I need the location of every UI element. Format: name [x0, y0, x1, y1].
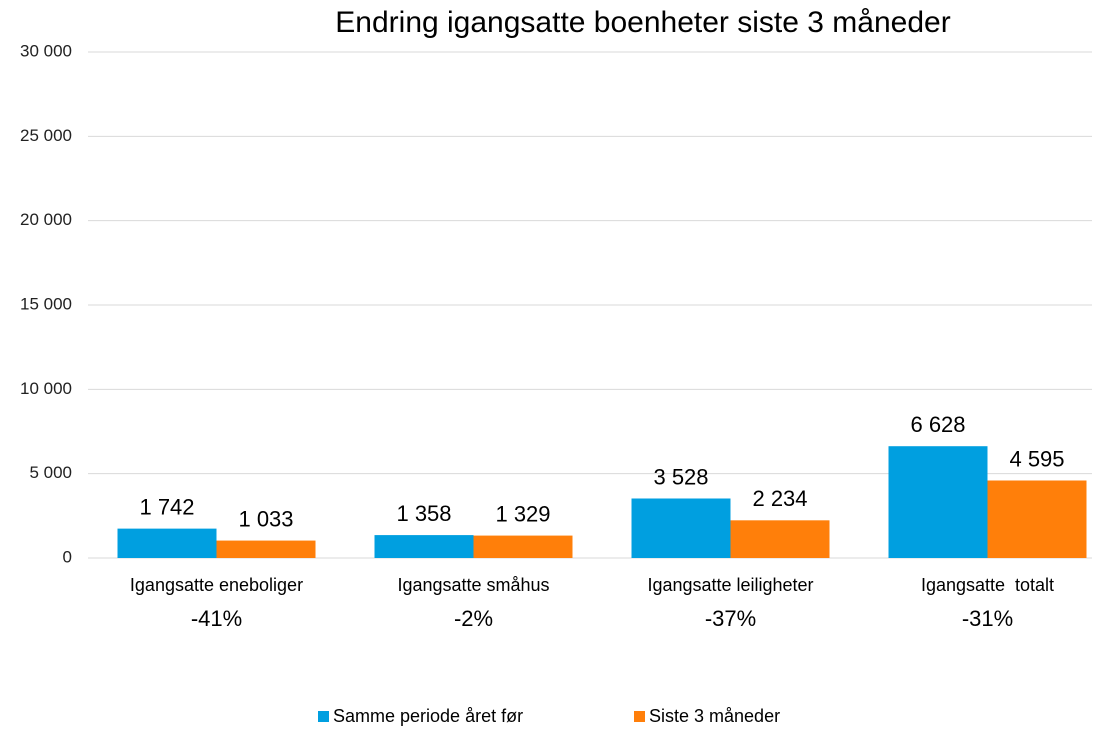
y-tick-label: 30 000 — [20, 41, 72, 60]
legend-label: Samme periode året før — [333, 706, 523, 726]
y-tick-label: 25 000 — [20, 126, 72, 145]
bar — [987, 480, 1087, 558]
y-tick-label: 5 000 — [29, 463, 72, 482]
data-label: 4 595 — [1009, 446, 1064, 471]
legend-swatch — [318, 711, 329, 722]
legend-label: Siste 3 måneder — [649, 706, 780, 726]
bar — [117, 528, 217, 558]
bar — [473, 535, 573, 558]
bar — [730, 520, 830, 558]
data-label: 1 329 — [495, 501, 550, 526]
bar — [374, 535, 474, 558]
data-label: 3 528 — [653, 464, 708, 489]
x-tick-label: Igangsatte leiligheter — [647, 575, 813, 595]
data-label: 2 234 — [752, 486, 807, 511]
y-tick-label: 20 000 — [20, 210, 72, 229]
data-label: 1 358 — [396, 501, 451, 526]
annotation: -37% — [705, 606, 756, 631]
bar — [888, 446, 988, 558]
y-tick-label: 15 000 — [20, 294, 72, 313]
x-tick-label: Igangsatte småhus — [397, 575, 549, 595]
y-tick-label: 10 000 — [20, 379, 72, 398]
y-tick-label: 0 — [63, 547, 72, 566]
data-label: 1 742 — [139, 494, 194, 519]
annotation: -31% — [962, 606, 1013, 631]
annotation: -2% — [454, 606, 493, 631]
chart-title: Endring igangsatte boenheter siste 3 mån… — [335, 6, 950, 39]
data-label: 1 033 — [238, 506, 293, 531]
bar — [216, 540, 316, 558]
x-tick-label: Igangsatte totalt — [921, 575, 1054, 595]
legend-swatch — [634, 711, 645, 722]
data-label: 6 628 — [910, 412, 965, 437]
bar — [631, 498, 731, 558]
x-tick-label: Igangsatte eneboliger — [130, 575, 303, 595]
annotation: -41% — [191, 606, 242, 631]
